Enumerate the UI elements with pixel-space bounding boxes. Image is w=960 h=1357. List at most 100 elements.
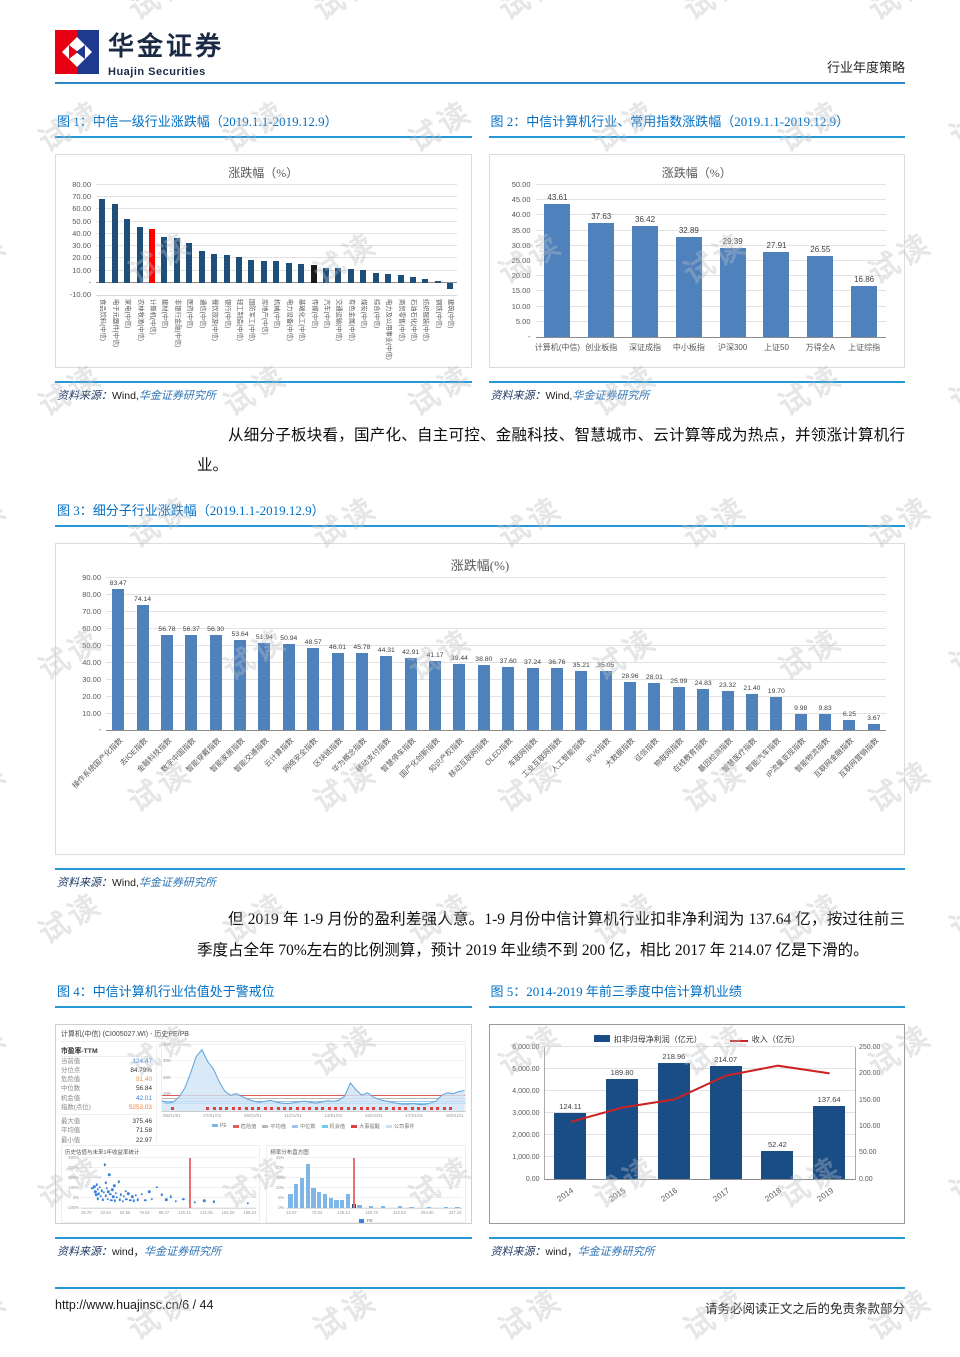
gridline xyxy=(286,1196,462,1198)
y-axis-tick: 300% xyxy=(68,1164,79,1170)
bar xyxy=(355,653,368,731)
bar-value-label: 9.98 xyxy=(794,704,808,712)
category-label: 电子元器件(中信) xyxy=(111,299,119,348)
y-axis-tick: 20.00 xyxy=(511,271,531,281)
bar-value-label: 29.39 xyxy=(722,236,743,246)
bar xyxy=(434,280,441,283)
profit-bar xyxy=(606,1078,639,1179)
legend-swatch xyxy=(321,1124,328,1128)
gridline xyxy=(544,1155,855,1157)
scatter-point xyxy=(100,1189,104,1193)
scatter-point xyxy=(115,1196,119,1199)
figure-2-title: 图 2：中信计算机行业、常用指数涨跌幅（2019.1.1-2019.12.9） xyxy=(488,108,905,138)
profit-bar xyxy=(657,1063,690,1179)
event-marker xyxy=(282,1106,286,1110)
bar-value-label: 56.37 xyxy=(182,626,200,634)
bar xyxy=(807,256,834,337)
bar xyxy=(502,666,515,731)
scatter-point xyxy=(112,1184,116,1188)
gridline xyxy=(162,1076,465,1078)
gridline xyxy=(96,245,457,247)
gridline xyxy=(286,1176,462,1178)
legend-swatch xyxy=(211,1124,218,1128)
scatter-point xyxy=(134,1194,138,1197)
pe-legend-label: PE xyxy=(366,1218,373,1224)
event-marker xyxy=(417,1106,421,1110)
bar xyxy=(234,639,247,731)
category-label: 餐饮旅游(中信) xyxy=(211,299,219,341)
gridline xyxy=(535,199,886,201)
x-tick: 120.41 xyxy=(178,1209,191,1215)
reference-line xyxy=(162,1094,465,1096)
scatter-point xyxy=(125,1198,128,1201)
bar-value-label: 37.24 xyxy=(524,658,542,666)
bar xyxy=(322,267,329,283)
bar xyxy=(273,261,280,283)
legend-item: 机会值 xyxy=(321,1123,345,1130)
chart-2-title: 涨跌幅（%） xyxy=(661,166,732,180)
legend-swatch xyxy=(291,1124,298,1128)
stat-row: 最大值 375.46 xyxy=(61,1117,152,1126)
x-tick: 75.04 xyxy=(311,1209,323,1215)
x-tick: 76.52 xyxy=(139,1209,150,1215)
y-axis-tick: 10% xyxy=(275,1184,285,1190)
legend-profit-label: 扣非归母净利润（亿元） xyxy=(613,1035,702,1045)
event-marker xyxy=(250,1106,254,1110)
figure-3-title: 图 3：细分子行业涨跌幅（2019.1.1-2019.12.9） xyxy=(55,497,905,528)
bar xyxy=(648,683,661,731)
bar xyxy=(550,668,563,731)
bar-value-label: 35.05 xyxy=(597,662,615,670)
date-tick: 05/01/01 xyxy=(163,1112,181,1118)
page-header: 华金证券 Huajin Securities 行业年度策略 xyxy=(55,0,905,84)
histogram-bar xyxy=(345,1193,351,1208)
scatter-point xyxy=(108,1173,111,1177)
plot-area: 80.00 70.00 60.00 50.00 40.00 30.00 20.00 10.00… xyxy=(70,180,457,299)
gridline xyxy=(96,184,457,185)
date-tick: 09/01/01 xyxy=(243,1112,262,1118)
x-tick: 142.35 xyxy=(199,1209,213,1215)
stat-label: 机会值 xyxy=(61,1094,81,1102)
pe-history-chart: 400 300 200 100 05/01/01 07/01/01 09/01/01 11/… xyxy=(161,1042,466,1142)
bar xyxy=(209,635,222,731)
x-tick: 128.12 xyxy=(337,1209,351,1215)
figure-1-block: 图 1：中信一级行业涨跌幅（2019.1.1-2019.12.9） 涨跌幅（%）… xyxy=(55,108,472,403)
gridline xyxy=(535,229,886,231)
stat-row: 指数(点位) 5253.03 xyxy=(61,1103,152,1112)
left-axis-tick: 1,000.00 xyxy=(512,1153,540,1161)
plot-area: 50.00 45.00 40.00 35.00 30.00 25.00 20.00 15.00… xyxy=(512,180,886,341)
histogram-bar xyxy=(322,1193,328,1208)
y-axis-tick: 100 xyxy=(163,1091,171,1096)
wind-panel-title: 计算机(中信) (CI005027.WI) - 历史PE/PB xyxy=(61,1029,466,1042)
stat-label: 最大值 xyxy=(61,1118,81,1126)
source-label: 资料来源： xyxy=(57,390,112,402)
right-axis-tick: 200.00 xyxy=(859,1070,881,1078)
scatter-point xyxy=(109,1193,112,1196)
y-axis-tick: 0% xyxy=(72,1194,79,1200)
legend-item: 平均值 xyxy=(262,1123,286,1130)
chart-5-plot: 6,000.00 5,000.00 4,000.00 3,000.00 2,000.00… xyxy=(512,1044,880,1183)
category-label: 2017 xyxy=(711,1185,731,1204)
y-axis-tick: 40.00 xyxy=(72,228,91,238)
event-marker xyxy=(449,1106,453,1110)
gridline xyxy=(106,594,886,596)
bar xyxy=(745,694,758,731)
body-paragraph-2: 但 2019 年 1-9 月份的盈利差强人意。1-9 月份中信计算机行业扣非净利… xyxy=(197,911,905,959)
bar-value-label: 45.78 xyxy=(353,644,371,652)
left-axis-tick: 6,000.00 xyxy=(512,1043,540,1051)
bar-value-label: 25.99 xyxy=(670,677,688,685)
source-text: Wind, xyxy=(112,877,139,890)
legend-item: 中位数 xyxy=(291,1123,316,1130)
scatter-point xyxy=(140,1193,143,1196)
category-label: 2016 xyxy=(659,1185,679,1204)
figure-5-chart: 扣非归母净利润（亿元） 收入（亿元） 6,000.00 5,000.00 4,000… xyxy=(488,1023,905,1224)
bar xyxy=(186,243,193,283)
gridline xyxy=(535,290,886,292)
gridline xyxy=(535,184,886,185)
scatter-point xyxy=(114,1192,118,1195)
pe-legend-swatch xyxy=(358,1218,364,1223)
y-axis-tick: 25% xyxy=(275,1154,285,1160)
bar xyxy=(843,719,856,731)
category-label: 综合(中信) xyxy=(372,299,380,329)
bar-value-label: 21.40 xyxy=(743,685,761,693)
scatter-point xyxy=(144,1199,147,1202)
